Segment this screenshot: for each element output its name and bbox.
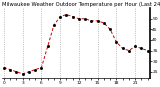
Text: Milwaukee Weather Outdoor Temperature per Hour (Last 24 Hours): Milwaukee Weather Outdoor Temperature pe… — [2, 2, 160, 7]
